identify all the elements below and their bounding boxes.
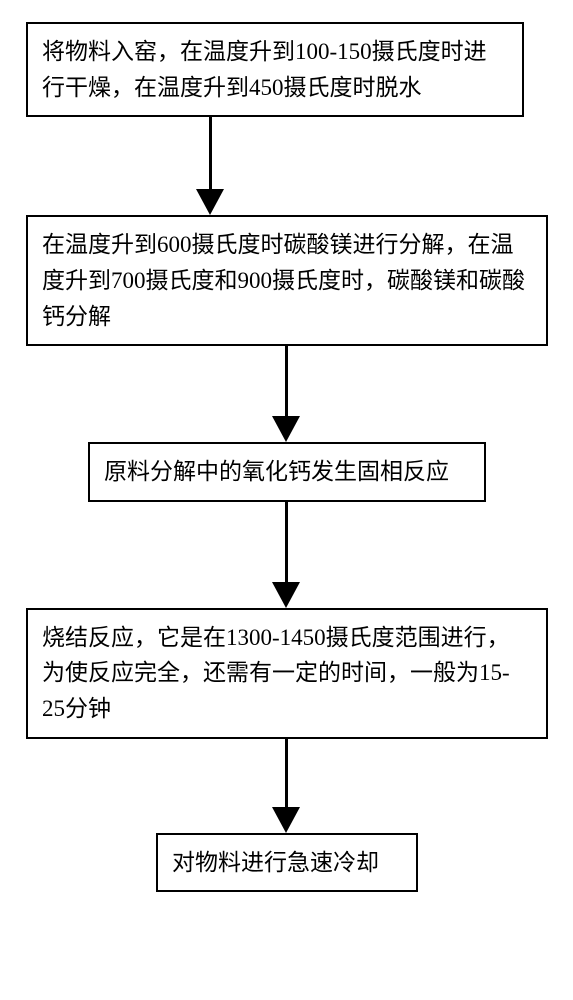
arrow-head-icon <box>272 416 300 442</box>
flow-arrow-step4 <box>272 739 300 833</box>
flow-arrow-step2 <box>272 346 300 442</box>
flow-box-step1: 将物料入窑，在温度升到100-150摄氏度时进行干燥，在温度升到450摄氏度时脱… <box>26 22 524 117</box>
arrow-head-icon <box>272 582 300 608</box>
flow-box-step5: 对物料进行急速冷却 <box>156 833 418 893</box>
arrow-line <box>209 117 212 189</box>
flow-arrow-step1 <box>196 117 224 215</box>
arrow-head-icon <box>196 189 224 215</box>
arrow-line <box>285 346 288 416</box>
flow-arrow-step3 <box>272 502 300 608</box>
flowchart-container: 将物料入窑，在温度升到100-150摄氏度时进行干燥，在温度升到450摄氏度时脱… <box>0 0 573 892</box>
flow-box-step3: 原料分解中的氧化钙发生固相反应 <box>88 442 486 502</box>
arrow-line <box>285 502 288 582</box>
arrow-head-icon <box>272 807 300 833</box>
flow-box-step4: 烧结反应，它是在1300-1450摄氏度范围进行，为使反应完全，还需有一定的时间… <box>26 608 548 739</box>
flow-box-step2: 在温度升到600摄氏度时碳酸镁进行分解，在温度升到700摄氏度和900摄氏度时，… <box>26 215 548 346</box>
arrow-line <box>285 739 288 807</box>
